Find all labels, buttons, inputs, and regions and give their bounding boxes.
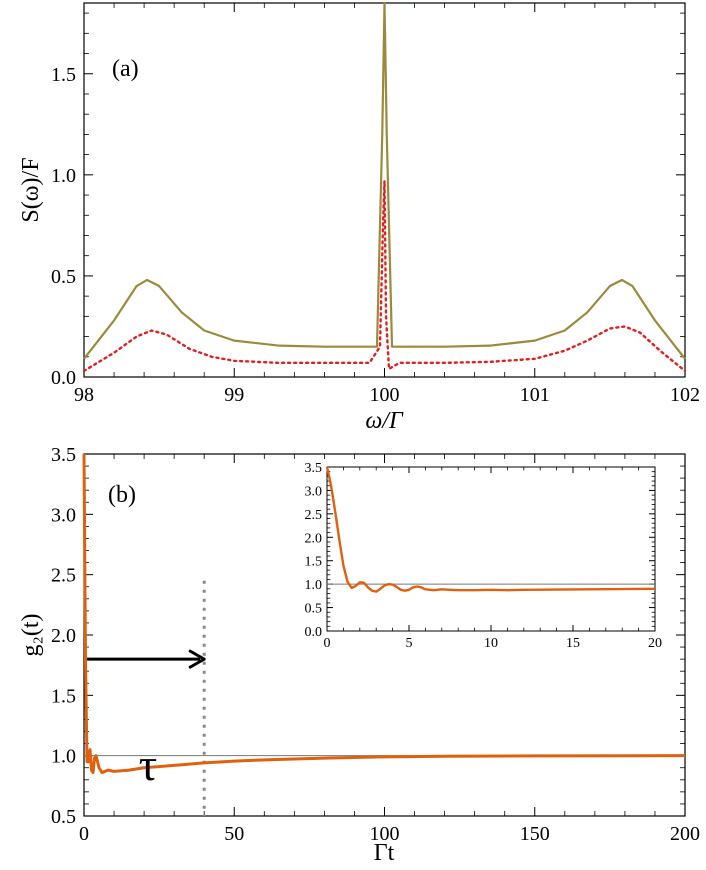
y-tick-label: 3.0 bbox=[51, 504, 76, 526]
y-tick-label: 1.5 bbox=[51, 685, 76, 707]
y-tick-label: 1.5 bbox=[305, 555, 323, 570]
series-dotted-line bbox=[82, 179, 687, 373]
y-tick-label: 3.0 bbox=[305, 484, 323, 499]
x-tick-label: 15 bbox=[566, 636, 580, 651]
x-tick-label: 150 bbox=[520, 823, 550, 845]
x-tick-label: 10 bbox=[484, 636, 498, 651]
panel-a-tick-labels: 98 99 100 101 102 0.0 0.5 1.0 1.5 bbox=[51, 64, 700, 406]
panel-b-ylabel: g₂(t) bbox=[18, 613, 44, 656]
panel-b-label: (b) bbox=[108, 482, 136, 508]
series-solid-line bbox=[83, 1, 686, 360]
x-tick-label: 0 bbox=[324, 636, 331, 651]
x-tick-label: 101 bbox=[520, 384, 550, 406]
inset-tick-labels: 0 5 10 15 20 0.0 0.5 1.0 1.5 2.0 2.5 3.0 3.5 bbox=[305, 461, 663, 651]
y-tick-label: 1.5 bbox=[51, 64, 76, 86]
panel-a: 98 99 100 101 102 0.0 0.5 1.0 1.5 (a) ω/Γ S(ω)/F bbox=[18, 1, 700, 434]
x-tick-label: 0 bbox=[79, 823, 89, 845]
tau-arrow-head bbox=[188, 649, 206, 669]
x-tick-label: 50 bbox=[224, 823, 244, 845]
panel-a-ticks bbox=[83, 3, 686, 378]
y-tick-label: 0.0 bbox=[51, 367, 76, 389]
inset-frame bbox=[326, 466, 656, 632]
y-tick-label: 3.5 bbox=[305, 461, 323, 476]
x-tick-label: 200 bbox=[670, 823, 700, 845]
y-tick-label: 1.0 bbox=[51, 746, 76, 768]
inset-series bbox=[325, 466, 656, 593]
inset-series-line bbox=[325, 466, 656, 593]
x-tick-label: 102 bbox=[670, 384, 700, 406]
y-tick-label: 0.0 bbox=[305, 625, 323, 640]
x-tick-label: 100 bbox=[370, 823, 400, 845]
panel-a-xlabel: ω/Γ bbox=[365, 408, 404, 434]
panel-a-ylabel: S(ω)/F bbox=[18, 157, 44, 222]
panel-b-series bbox=[82, 453, 686, 775]
y-tick-label: 0.5 bbox=[51, 266, 76, 288]
panel-a-series bbox=[82, 1, 687, 373]
y-tick-label: 2.0 bbox=[51, 625, 76, 647]
x-tick-label: 99 bbox=[224, 384, 244, 406]
panel-a-label: (a) bbox=[112, 56, 139, 82]
y-tick-label: 0.5 bbox=[305, 602, 323, 617]
x-tick-label: 20 bbox=[648, 636, 662, 651]
y-tick-label: 3.5 bbox=[51, 444, 76, 466]
y-tick-label: 2.5 bbox=[305, 508, 323, 523]
panel-b-xlabel: Γt bbox=[374, 840, 395, 866]
x-tick-label: 98 bbox=[74, 384, 94, 406]
y-tick-label: 1.0 bbox=[51, 165, 76, 187]
g2-series-line bbox=[82, 453, 686, 775]
x-tick-label: 100 bbox=[370, 384, 400, 406]
x-tick-label: 5 bbox=[406, 636, 413, 651]
y-tick-label: 2.0 bbox=[305, 531, 323, 546]
y-tick-label: 1.0 bbox=[305, 578, 323, 593]
y-tick-label: 0.5 bbox=[51, 806, 76, 828]
y-tick-label: 2.5 bbox=[51, 565, 76, 587]
inset-chart: 0 5 10 15 20 0.0 0.5 1.0 1.5 2.0 2.5 3.0 3.5 bbox=[305, 461, 663, 651]
tau-label: τ bbox=[139, 739, 158, 790]
